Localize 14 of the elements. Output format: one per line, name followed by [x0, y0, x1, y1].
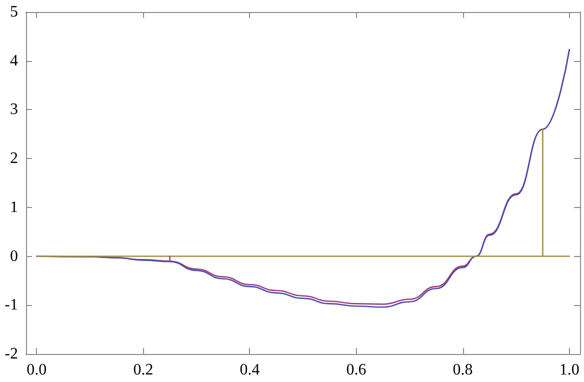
y-tick-label: -1 [4, 296, 18, 314]
y-tick-label: 2 [10, 150, 18, 168]
y-tick-label: 0 [10, 248, 18, 265]
x-tick-label: 0.2 [133, 362, 154, 378]
y-tick-label: 4 [10, 52, 18, 70]
x-tick-label: 0.0 [26, 362, 47, 378]
y-tick-label: 3 [10, 101, 18, 118]
x-tick-label: 1.0 [559, 362, 580, 378]
y-tick-label: 1 [10, 198, 18, 216]
y-tick-label: -2 [4, 346, 18, 362]
x-tick-label: 0.8 [452, 362, 473, 378]
y-tick-label: 5 [10, 4, 18, 20]
x-tick-label: 0.6 [346, 362, 366, 378]
x-tick-label: 0.4 [240, 362, 260, 378]
